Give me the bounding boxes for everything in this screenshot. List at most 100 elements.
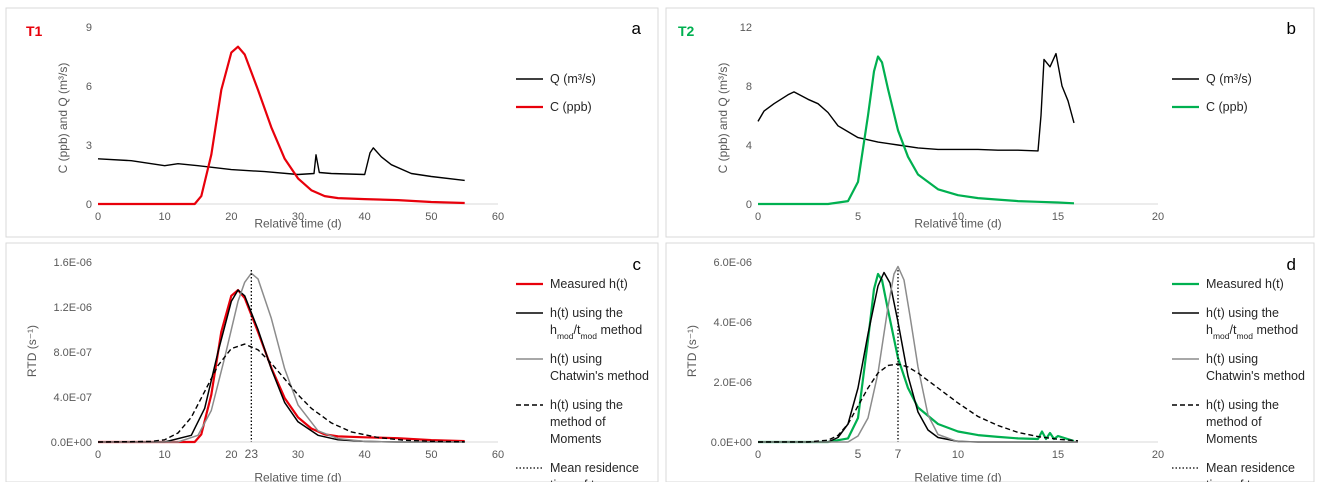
legend-label: h(t) using the: [550, 398, 623, 412]
series-line: [98, 272, 465, 443]
panel-tag: T2: [678, 23, 695, 39]
legend-label: time of tracer: [550, 478, 623, 482]
panel-border: [5, 7, 659, 238]
series-line: [758, 55, 1075, 206]
x-tick-label: 30: [292, 211, 304, 223]
x-tick-label: 60: [492, 211, 504, 223]
legend-label: Moments: [550, 432, 601, 446]
y-tick-label: 4.0E-07: [53, 392, 92, 404]
x-tick-label: 0: [95, 211, 101, 223]
chart-panel-d: 0.0E+00 2.0E-06 4.0E-06 6.0E-06 0 10 15 20 7 5 Rel…: [665, 242, 1315, 482]
y-axis-label: C (ppb) and Q (m³/s): [716, 63, 730, 174]
x-tick-label: 10: [159, 211, 171, 223]
series-line: [757, 52, 1075, 152]
legend-label: Q (m³/s): [1206, 72, 1252, 86]
chart-panel-c: 0.0E+00 4.0E-07 8.0E-07 1.2E-06 1.6E-06 0 10 20…: [5, 242, 659, 482]
legend-label: hmod/tmod method: [1206, 323, 1298, 341]
series-line: [758, 271, 1078, 443]
panel-border: [665, 7, 1315, 238]
y-tick-label: 0: [86, 199, 92, 211]
x-tick-label: 10: [952, 211, 964, 223]
x-tick-label: 10: [952, 449, 964, 461]
series-line: [757, 363, 1079, 443]
x-tick-label-highlight: 7: [895, 447, 902, 461]
panel-letter: c: [633, 255, 642, 274]
legend-label: h(t) using the: [1206, 398, 1279, 412]
panel-tag: T1: [26, 23, 43, 39]
panel-letter: d: [1287, 255, 1296, 274]
chart-panel-b: 0 4 8 12 0 5 10 15 20 Relative time (d) C (ppb) an…: [665, 7, 1315, 238]
legend-label: Moments: [1206, 432, 1257, 446]
x-tick-label: 60: [492, 449, 504, 461]
x-tick-label: 20: [1152, 449, 1164, 461]
series-line: [98, 289, 465, 444]
series-line: [97, 147, 465, 182]
x-tick-label: 20: [225, 211, 237, 223]
legend-label: Measured h(t): [1206, 277, 1284, 291]
y-axis-label: C (ppb) and Q (m³/s): [56, 63, 70, 174]
y-tick-label: 8: [746, 81, 752, 93]
y-tick-label: 8.0E-07: [53, 347, 92, 359]
legend-label: h(t) using the: [1206, 306, 1279, 320]
x-tick-label: 15: [1052, 449, 1064, 461]
x-tick-label: 20: [225, 449, 237, 461]
x-tick-label: 50: [425, 449, 437, 461]
x-tick-label: 0: [755, 449, 761, 461]
x-tick-label: 40: [359, 211, 371, 223]
x-tick-label: 50: [425, 211, 437, 223]
x-tick-label-highlight: 23: [245, 447, 259, 461]
legend-label: Chatwin's method: [550, 369, 649, 383]
y-tick-label: 4.0E-06: [713, 317, 752, 329]
panel-letter: a: [632, 19, 642, 38]
series-line: [98, 289, 465, 443]
y-tick-label: 3: [86, 140, 92, 152]
y-tick-label: 4: [746, 140, 752, 152]
legend-label: method of: [1206, 415, 1262, 429]
y-tick-label: 12: [740, 22, 752, 34]
legend-label: time of tracer: [1206, 478, 1279, 482]
y-tick-label: 6.0E-06: [713, 257, 752, 269]
x-tick-label: 30: [292, 449, 304, 461]
y-axis-label: RTD (s⁻¹): [25, 325, 39, 377]
y-tick-label: 0.0E+00: [711, 437, 752, 449]
x-axis-label: Relative time (d): [914, 217, 1001, 231]
x-tick-label: 10: [159, 449, 171, 461]
x-tick-label: 5: [855, 211, 861, 223]
x-tick-label: 40: [359, 449, 371, 461]
legend-label: C (ppb): [1206, 100, 1248, 114]
x-tick-label: 0: [755, 211, 761, 223]
y-tick-label: 1.6E-06: [53, 257, 92, 269]
series-line: [98, 45, 465, 206]
legend-label: h(t) using: [550, 352, 602, 366]
legend-label: Q (m³/s): [550, 72, 596, 86]
panel-border: [665, 242, 1315, 482]
y-tick-label: 1.2E-06: [53, 302, 92, 314]
legend-label: h(t) using: [1206, 352, 1258, 366]
x-axis-label: Relative time (d): [254, 471, 341, 482]
legend-label: h(t) using the: [550, 306, 623, 320]
legend-label: method of: [550, 415, 606, 429]
x-tick-label: 0: [95, 449, 101, 461]
panel-letter: b: [1287, 19, 1296, 38]
y-tick-label: 2.0E-06: [713, 377, 752, 389]
y-axis-label: RTD (s⁻¹): [685, 325, 699, 377]
panel-border: [5, 242, 659, 482]
y-tick-label: 0: [746, 199, 752, 211]
y-tick-label: 6: [86, 81, 92, 93]
legend-label: Mean residence: [550, 461, 639, 475]
x-tick-label-highlight: 5: [855, 447, 862, 461]
legend-label: C (ppb): [550, 100, 592, 114]
legend-label: hmod/tmod method: [550, 323, 642, 341]
series-line: [97, 343, 465, 443]
y-tick-label: 9: [86, 22, 92, 34]
x-tick-label: 20: [1152, 211, 1164, 223]
y-tick-label: 0.0E+00: [51, 437, 92, 449]
legend-label: Mean residence: [1206, 461, 1295, 475]
x-axis-label: Relative time (d): [254, 217, 341, 231]
series-line: [758, 265, 1079, 443]
legend-label: Chatwin's method: [1206, 369, 1305, 383]
legend-label: Measured h(t): [550, 277, 628, 291]
chart-panel-a: 0 3 6 9 0 10 20 30 40 50 60 Relative time (d) C (ppb…: [5, 7, 659, 238]
x-tick-label: 15: [1052, 211, 1064, 223]
